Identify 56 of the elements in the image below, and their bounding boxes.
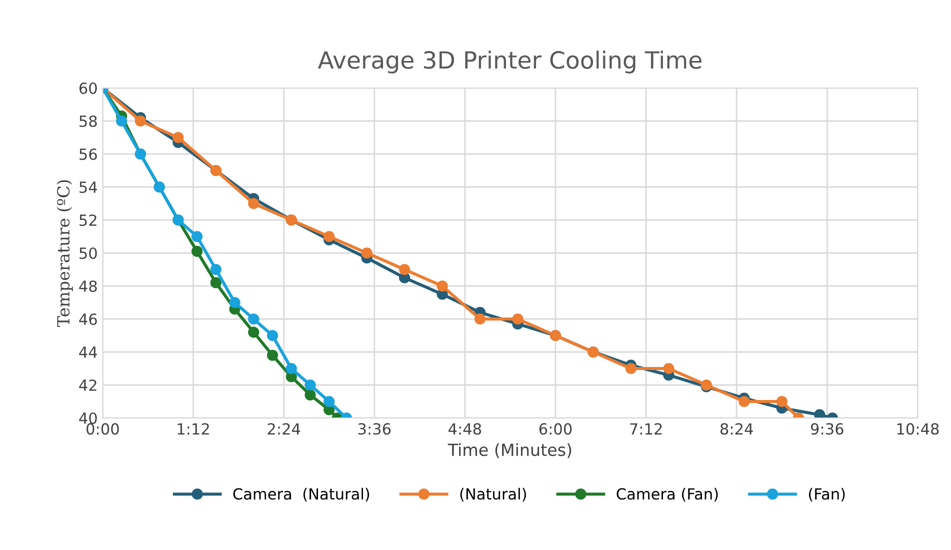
point — [474, 313, 486, 325]
point — [512, 313, 524, 325]
point — [266, 330, 278, 342]
point — [436, 280, 448, 292]
point — [266, 350, 278, 361]
y-tick-label: 52 — [80, 214, 96, 226]
y-tick-label: 48 — [79, 280, 97, 292]
x-tick-label: 0:00 — [86, 423, 119, 435]
x-tick-label: 9:36 — [810, 423, 844, 435]
point — [625, 362, 637, 374]
point — [361, 247, 372, 259]
point — [191, 246, 203, 257]
point — [248, 326, 260, 338]
x-tick-label: 4:48 — [448, 423, 482, 435]
point — [324, 396, 335, 408]
x-tick-label: 2:24 — [268, 423, 300, 434]
point — [191, 230, 203, 242]
point — [172, 132, 184, 144]
y-tick-label: 58 — [80, 115, 97, 128]
point — [399, 264, 410, 276]
point — [210, 264, 222, 276]
x-tick-label: 8:24 — [720, 423, 753, 435]
x-axis-title: Time (Minutes) — [448, 443, 572, 458]
y-tick-label: 56 — [80, 148, 97, 160]
x-tick-label: 10:48 — [897, 423, 939, 435]
x-tick-label: 7:12 — [630, 423, 662, 434]
y-tick-label: 40 — [79, 412, 97, 424]
y-tick-label: 44 — [79, 346, 97, 358]
y-tick-label: 42 — [79, 379, 96, 391]
point — [248, 198, 260, 210]
point — [814, 409, 826, 418]
point — [738, 396, 750, 408]
point — [304, 389, 316, 400]
legend-label: (Natural) — [460, 488, 526, 502]
y-tick-label: 46 — [79, 313, 97, 326]
x-tick-label: 1:12 — [178, 423, 209, 434]
point — [210, 277, 222, 288]
x-tick-label: 6:00 — [539, 423, 572, 435]
point — [663, 362, 674, 374]
point — [116, 115, 128, 127]
point — [304, 379, 316, 391]
y-tick-label: 50 — [80, 247, 97, 260]
y-tick-label: 60 — [79, 82, 97, 94]
point — [776, 396, 788, 408]
x-tick-label: 3:36 — [358, 423, 391, 435]
point — [286, 362, 297, 374]
point — [134, 115, 146, 127]
point — [229, 296, 240, 308]
legend-label: (Fan) — [808, 488, 845, 502]
point — [248, 313, 260, 325]
point — [324, 230, 335, 242]
y-axis-title: Temperature (ºC) — [56, 180, 73, 327]
legend-label: Camera (Fan) — [616, 488, 718, 502]
y-tick-label: 54 — [80, 182, 97, 194]
legend-label: Camera (Natural) — [233, 488, 370, 502]
chart-title: Average 3D Printer Cooling Time — [318, 50, 702, 74]
